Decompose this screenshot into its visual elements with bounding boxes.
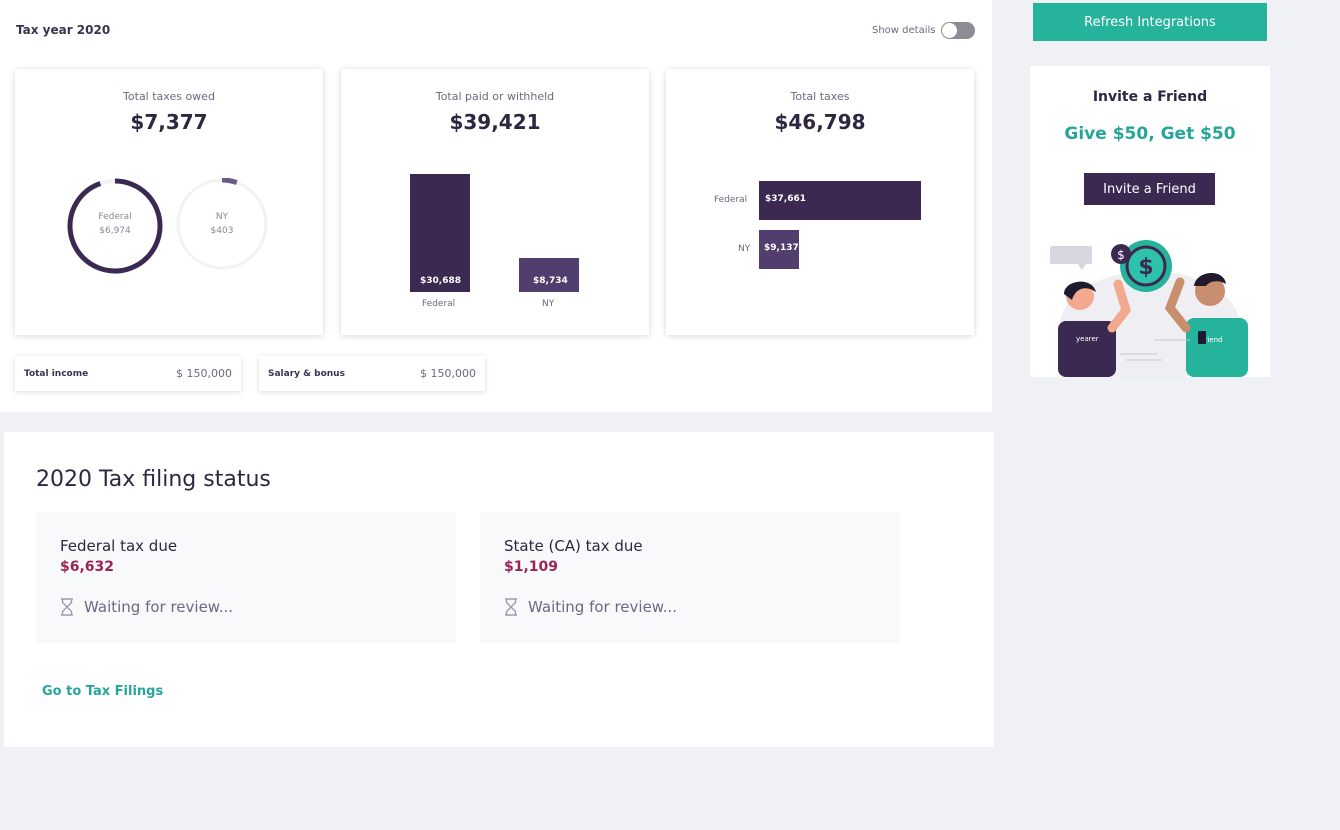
filing-status-title: 2020 Tax filing status (36, 467, 271, 492)
federal-donut-value: $6,974 (99, 226, 131, 236)
invite-title: Invite a Friend (1092, 89, 1208, 105)
chat-bubble-tail (1078, 264, 1086, 270)
show-details-toggle[interactable] (941, 22, 976, 39)
salary-bonus-value: $ 150,000 (420, 367, 476, 380)
salary-bonus-label: Salary & bonus (268, 368, 345, 379)
ny-donut (176, 178, 268, 270)
ny-donut-value: $403 (210, 226, 234, 236)
right-person-hair (1194, 272, 1226, 286)
state-status: Waiting for review... (504, 598, 677, 616)
left-person-shirt-text: yearer (1076, 335, 1099, 343)
hourglass-icon (61, 598, 73, 616)
show-details-label: Show details (872, 25, 936, 36)
federal-donut-name: Federal (98, 212, 132, 222)
federal-tax-due-label: Federal tax due (60, 537, 178, 555)
right-person-shirt-text: friend (1202, 336, 1222, 344)
federal-total-bar: $37,661 (759, 181, 921, 220)
toggle-knob (942, 23, 958, 38)
state-tax-due-value: $1,109 (504, 559, 559, 575)
federal-tax-due-card: Federal tax due $6,632 Waiting for revie… (36, 512, 456, 643)
hourglass-icon (505, 598, 517, 616)
tax-summary-panel: Tax year 2020 Show details Total taxes o… (0, 0, 992, 412)
ny-total-bar-value: $9,137 (764, 243, 799, 253)
federal-donut-arc (67, 178, 163, 274)
state-status-text: Waiting for review... (528, 598, 678, 616)
right-person-body (1186, 318, 1248, 377)
left-person-hair (1064, 281, 1096, 300)
federal-status: Waiting for review... (60, 598, 233, 616)
invite-promo: Give $50, Get $50 (1064, 124, 1236, 144)
total-income-label: Total income (24, 368, 89, 379)
state-tax-due-label: State (CA) tax due (504, 537, 643, 555)
small-coin-icon (1111, 244, 1131, 264)
refresh-integrations-button[interactable]: Refresh Integrations (1033, 3, 1267, 41)
left-person-arm (1107, 279, 1131, 333)
card-title: Total taxes (790, 90, 850, 103)
card-value: $46,798 (774, 110, 866, 134)
chat-bubble (1050, 246, 1092, 264)
tax-year-title: Tax year 2020 (16, 23, 111, 37)
federal-tax-due-value: $6,632 (60, 559, 115, 575)
ny-paid-bar-value: $8,734 (533, 275, 568, 286)
salary-bonus-chip: Salary & bonus $ 150,000 (259, 356, 485, 391)
ny-paid-bar-label: NY (542, 299, 555, 309)
left-person-body (1058, 321, 1116, 377)
go-to-tax-filings-link[interactable]: Go to Tax Filings (42, 684, 164, 699)
ny-donut-arc (176, 178, 268, 270)
ny-donut-name: NY (215, 212, 229, 222)
invite-friend-button[interactable]: Invite a Friend (1084, 173, 1215, 205)
total-income-chip: Total income $ 150,000 (15, 356, 241, 391)
card-value: $39,421 (449, 110, 541, 134)
total-paid-card: Total paid or withheld $39,421 $30,688 F… (341, 69, 649, 335)
card-title: Total paid or withheld (435, 90, 555, 103)
show-details-control[interactable]: Show details (872, 22, 976, 39)
ny-total-bar: $9,137 (759, 230, 799, 269)
federal-total-bar-label: Federal (714, 195, 748, 205)
ny-paid-bar: $8,734 (519, 258, 579, 292)
ny-donut-label: NY $403 (176, 210, 268, 238)
federal-status-text: Waiting for review... (84, 598, 234, 616)
federal-donut-label: Federal $6,974 (67, 210, 163, 238)
total-taxes-card: Total taxes $46,798 Federal $37,661 NY $… (666, 69, 974, 335)
federal-paid-bar-value: $30,688 (420, 276, 461, 286)
card-title: Total taxes owed (123, 90, 215, 103)
federal-paid-bar: $30,688 (410, 174, 470, 292)
invite-illustration: $ $ yearer friend (1050, 240, 1248, 377)
coin-dollar-glyph: $ (1138, 255, 1153, 280)
card-value: $7,377 (130, 110, 208, 134)
state-tax-due-card: State (CA) tax due $1,109 Waiting for re… (480, 512, 900, 643)
total-taxes-owed-card: Total taxes owed $7,377 Federal $6,974 N… (15, 69, 323, 335)
federal-paid-bar-label: Federal (422, 299, 456, 309)
invite-friend-card: Invite a Friend Give $50, Get $50 Invite… (1030, 66, 1270, 377)
federal-donut (67, 178, 163, 274)
federal-total-bar-value: $37,661 (765, 194, 806, 204)
total-income-value: $ 150,000 (176, 367, 232, 380)
coin-inner (1125, 245, 1167, 287)
right-person-arm (1164, 277, 1191, 333)
ny-total-bar-label: NY (738, 244, 751, 254)
filing-status-panel: 2020 Tax filing status Federal tax due $… (4, 432, 994, 747)
small-coin-dollar-glyph: $ (1117, 248, 1125, 262)
phone-icon (1198, 331, 1206, 344)
